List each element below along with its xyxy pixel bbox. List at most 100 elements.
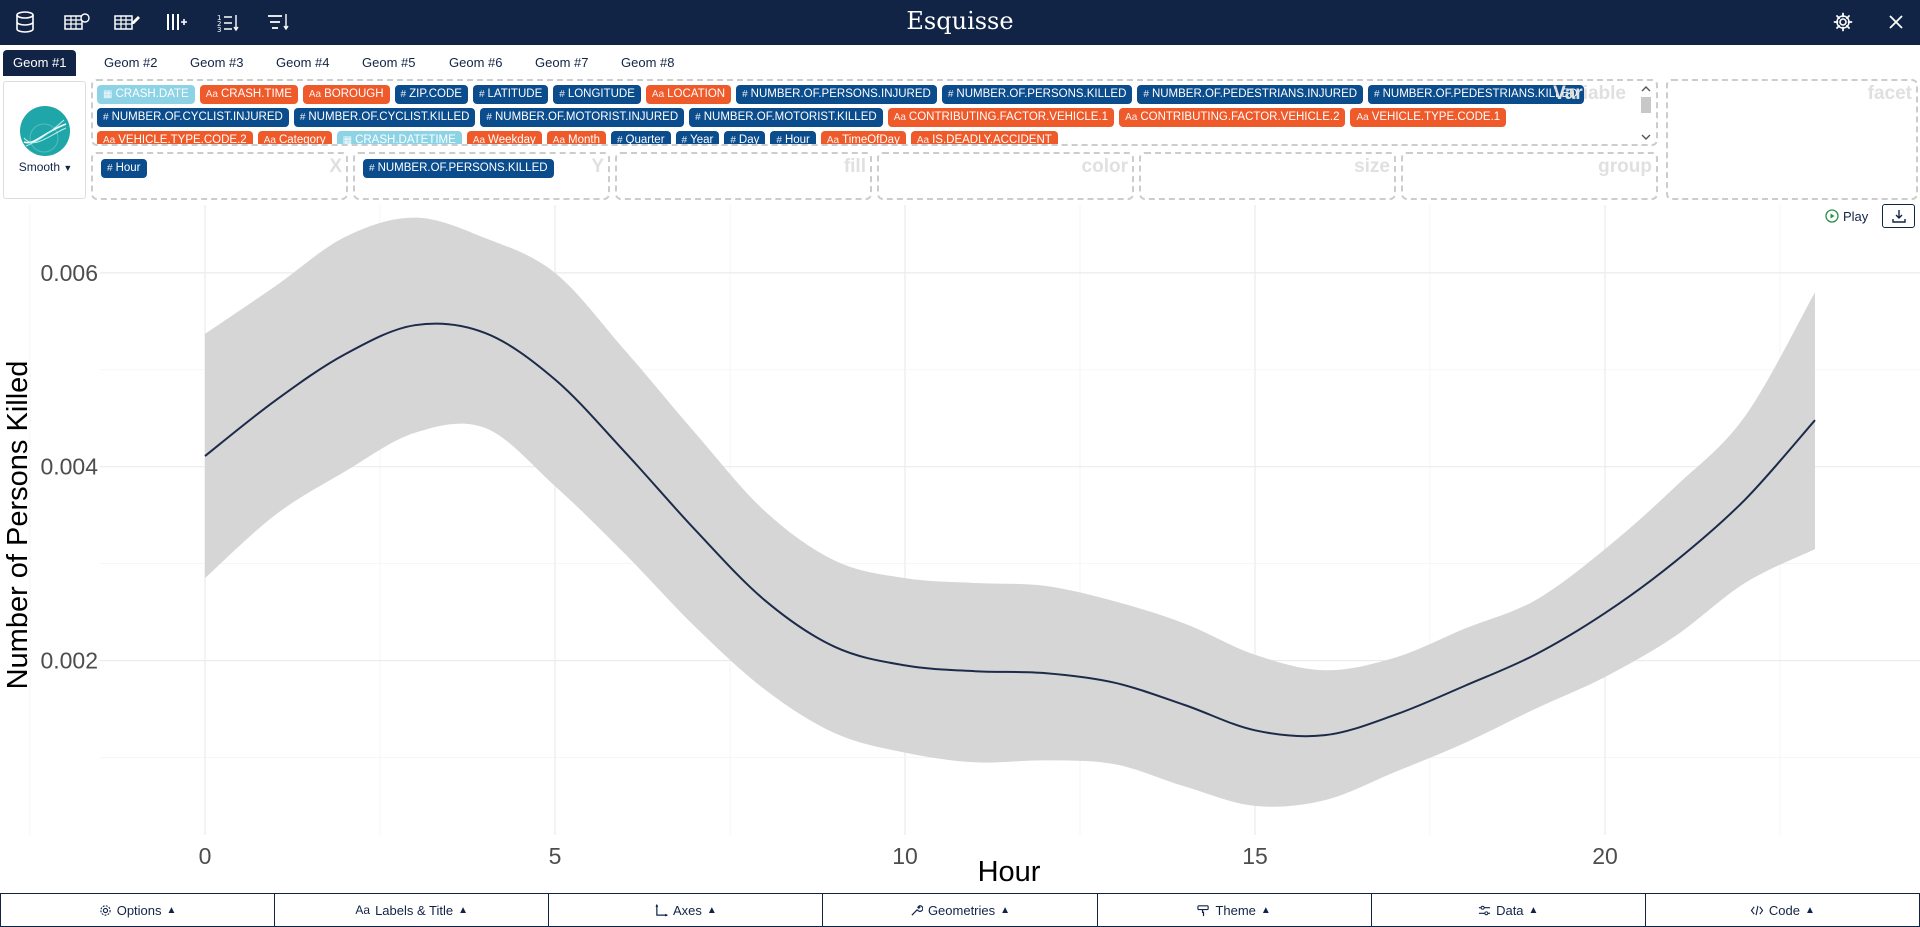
chip-label: NUMBER.OF.PERSONS.KILLED [956,88,1127,100]
variables-label: Variable [1553,83,1626,104]
chip-label: Category [278,134,326,146]
tab-geom-2[interactable]: Geom #2 [104,55,158,70]
variable-chip[interactable]: Aa LOCATION [645,85,732,104]
variable-chip[interactable]: # NUMBER.OF.CYCLIST.INJURED [97,108,289,127]
dropzone-label: group [1598,156,1652,177]
variable-chip[interactable]: Aa Month [546,131,606,144]
x-tick-label: 20 [1592,843,1618,869]
variable-chip[interactable]: Aa CONTRIBUTING.FACTOR.VEHICLE.1 [887,108,1115,127]
variable-chip[interactable]: # Quarter [610,131,671,144]
variable-chip[interactable]: # NUMBER.OF.MOTORIST.INJURED [480,108,685,127]
variable-chip[interactable]: # Hour [770,131,816,144]
close-icon[interactable] [1882,9,1910,35]
text-type-icon: Aa [1356,112,1369,123]
geom-selector[interactable]: Smooth ▼ [3,81,86,199]
gear-icon[interactable] [1829,9,1857,35]
assigned-variable-chip[interactable]: # Hour [101,159,147,178]
code-icon [1750,904,1764,917]
bottom-code-button[interactable]: Code ▲ [1644,893,1920,927]
caret-up-icon: ▲ [1260,904,1271,916]
variable-chip[interactable]: ▦ CRASH.DATETIME [336,131,462,144]
variable-chip[interactable]: Aa Weekday [466,131,542,144]
bottom-axes-button[interactable]: Axes ▲ [548,893,823,927]
table-edit-icon[interactable] [113,9,141,35]
variable-chip[interactable]: Aa BOROUGH [302,85,390,104]
svg-text:1: 1 [217,14,221,22]
variable-chip[interactable]: # Year [675,131,720,144]
variable-chip[interactable]: Aa VEHICLE.TYPE.CODE.1 [1350,108,1507,127]
variable-chip[interactable]: # Day [724,131,766,144]
variable-chip[interactable]: # LATITUDE [472,85,549,104]
smooth-geom-icon [20,106,70,156]
tab-geom-8[interactable]: Geom #8 [621,55,675,70]
tab-geom-4[interactable]: Geom #4 [276,55,330,70]
variable-chip[interactable]: Aa TimeOfDay [820,131,906,144]
variable-chip[interactable]: Aa VEHICLE.TYPE.CODE.2 [97,131,253,146]
smooth-line [204,322,1816,738]
svg-text:3: 3 [217,26,221,32]
variable-chip[interactable]: # ZIP.CODE [394,85,468,104]
dropzone-y[interactable]: Y # NUMBER.OF.PERSONS.KILLED [353,152,610,200]
column-add-icon[interactable] [163,9,191,35]
y-tick-label: 0.004 [40,454,98,480]
variable-chip[interactable]: Aa CRASH.TIME [199,85,298,104]
assigned-variable-chip[interactable]: # NUMBER.OF.PERSONS.KILLED [363,159,554,178]
dropzone-x[interactable]: X # Hour [91,152,348,200]
hash-icon: # [299,112,306,123]
facet-dropzone[interactable]: facet [1666,79,1918,200]
bottom-geometries-button[interactable]: Geometries ▲ [822,893,1097,927]
bottom-theme-button[interactable]: Theme ▲ [1096,893,1371,927]
variable-chip[interactable]: Aa CONTRIBUTING.FACTOR.VEHICLE.2 [1119,108,1346,127]
axes-icon [655,903,668,917]
variable-chip[interactable]: # LONGITUDE [553,85,641,104]
dropzone-size[interactable]: size [1139,152,1396,200]
variables-scrollbar[interactable] [1638,83,1654,143]
x-axis-title: Hour [978,856,1041,888]
hash-icon: # [695,112,701,123]
tab-geom-3[interactable]: Geom #3 [190,55,244,70]
text-type-icon: Aa [1125,112,1138,123]
dropzone-fill[interactable]: fill [615,152,872,200]
chip-label: VEHICLE.TYPE.CODE.2 [118,134,247,146]
chip-label: NUMBER.OF.CYCLIST.KILLED [308,111,470,123]
database-icon[interactable] [11,9,39,35]
dropzone-group[interactable]: group [1401,152,1658,200]
x-tick-label: 0 [199,843,212,869]
bottom-data-button[interactable]: Data ▲ [1370,893,1645,927]
variable-chip[interactable]: # NUMBER.OF.PERSONS.KILLED [941,85,1133,104]
smooth-plot: 0 5 10 15 20 0.002 0.004 0.006 Hour Number of P… [2,205,1920,888]
table-import-icon[interactable] [63,9,91,35]
bottom-labels-title-button[interactable]: Aa Labels & Title ▲ [274,893,549,927]
tab-geom-6[interactable]: Geom #6 [449,55,503,70]
variables-dropzone[interactable]: ▦ CRASH.DATE Aa CRASH.TIME Aa BOROUGH # ZIP.COD… [91,79,1658,146]
list-filter-icon[interactable] [264,9,292,35]
variable-chip[interactable]: # NUMBER.OF.PERSONS.INJURED [736,85,937,104]
variable-chip[interactable]: Aa IS.DEADLY.ACCIDENT [910,131,1058,144]
caret-up-icon: ▲ [706,904,717,916]
play-button[interactable]: Play [1825,206,1868,226]
variable-chip[interactable]: Aa Category [257,131,332,146]
play-label: Play [1843,208,1869,224]
caret-up-icon: ▲ [1805,904,1815,916]
brush-icon [1197,904,1210,917]
dropzone-label: Y [591,156,604,177]
variable-chip[interactable]: # NUMBER.OF.CYCLIST.KILLED [293,108,476,127]
variable-chip[interactable]: # NUMBER.OF.PEDESTRIANS.INJURED [1137,85,1364,104]
export-button[interactable] [1882,204,1915,228]
bottom-button-label: Code [1768,902,1800,918]
variable-chip[interactable]: ▦ CRASH.DATE [97,85,195,104]
bottom-controls: Options ▲ Aa Labels & Title ▲ Axes ▲ Geometries… [0,893,1920,927]
chip-label: NUMBER.OF.CYCLIST.INJURED [111,111,283,123]
tab-geom-5[interactable]: Geom #5 [362,55,416,70]
chip-label: LONGITUDE [567,88,635,100]
chip-label: CONTRIBUTING.FACTOR.VEHICLE.1 [908,111,1109,123]
dropzone-color[interactable]: color [877,152,1134,200]
variable-chip[interactable]: # NUMBER.OF.MOTORIST.KILLED [689,108,883,127]
tab-geom-1[interactable]: Geom #1 [3,50,77,76]
bottom-button-label: Axes [672,902,702,918]
calendar-icon: ▦ [103,89,113,100]
bottom-options-button[interactable]: Options ▲ [0,893,275,927]
tab-geom-7[interactable]: Geom #7 [535,55,589,70]
variable-chip[interactable]: # NUMBER.OF.PEDESTRIANS.KILLED [1368,85,1584,104]
